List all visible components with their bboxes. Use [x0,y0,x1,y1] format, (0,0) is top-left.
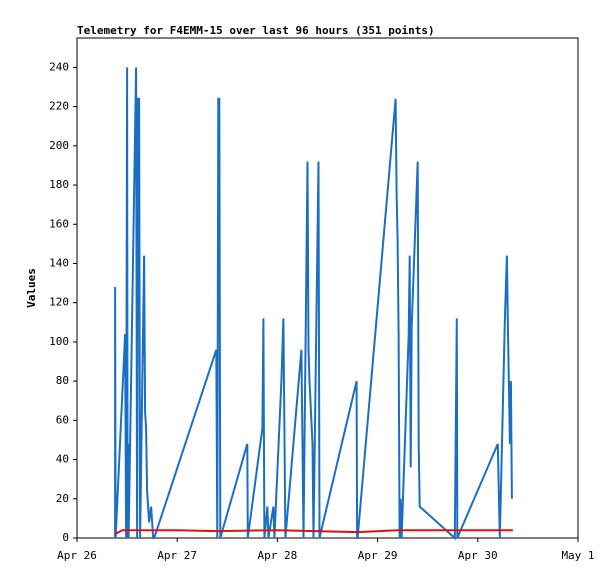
y-tick-label: 200 [49,139,69,152]
y-tick-label: 240 [49,60,69,73]
x-tick-label: Apr 26 [57,549,97,562]
y-tick-label: 120 [49,296,69,309]
y-tick-label: 40 [56,453,69,466]
y-tick-label: 220 [49,100,69,113]
x-tick-label: May 1 [561,549,594,562]
y-tick-label: 20 [56,492,69,505]
y-tick-label: 80 [56,374,69,387]
plot-frame [76,37,579,539]
x-tick-label: Apr 28 [258,549,298,562]
series-line [114,529,513,535]
y-tick-label: 0 [62,531,69,544]
y-tick-label: 180 [49,178,69,191]
y-tick-label: 100 [49,335,69,348]
y-axis-label: Values [25,268,38,308]
series-line [114,67,513,541]
y-tick-label: 140 [49,256,69,269]
x-tick-label: Apr 30 [458,549,498,562]
y-tick-label: 160 [49,217,69,230]
x-tick-label: Apr 27 [157,549,197,562]
x-tick-label: Apr 29 [358,549,398,562]
y-tick-label: 60 [56,413,69,426]
chart-title: Telemetry for F4EMM-15 over last 96 hour… [77,24,435,37]
